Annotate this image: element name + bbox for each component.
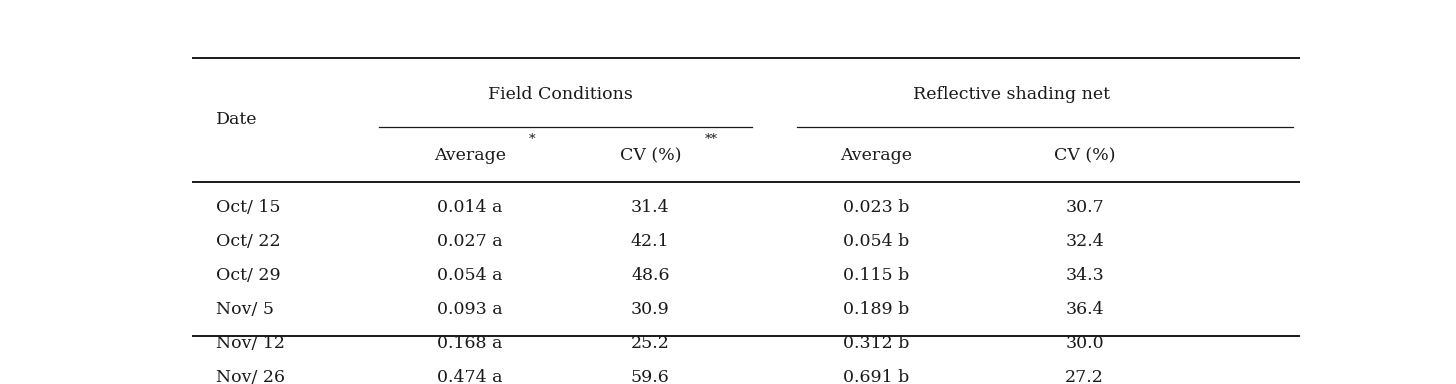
Text: Nov/ 26: Nov/ 26 <box>215 369 285 384</box>
Text: Oct/ 29: Oct/ 29 <box>215 267 281 284</box>
Text: 25.2: 25.2 <box>630 335 670 352</box>
Text: 0.691 b: 0.691 b <box>843 369 909 384</box>
Text: 27.2: 27.2 <box>1066 369 1104 384</box>
Text: 48.6: 48.6 <box>630 267 670 284</box>
Text: Date: Date <box>215 111 258 129</box>
Text: *: * <box>529 133 534 146</box>
Text: 0.054 a: 0.054 a <box>437 267 502 284</box>
Text: 30.9: 30.9 <box>630 301 670 318</box>
Text: 32.4: 32.4 <box>1066 233 1104 250</box>
Text: CV (%): CV (%) <box>1054 147 1115 164</box>
Text: 0.027 a: 0.027 a <box>437 233 502 250</box>
Text: 0.014 a: 0.014 a <box>437 199 502 216</box>
Text: 36.4: 36.4 <box>1066 301 1104 318</box>
Text: Field Conditions: Field Conditions <box>488 86 632 103</box>
Text: 31.4: 31.4 <box>630 199 670 216</box>
Text: Average: Average <box>840 147 911 164</box>
Text: 0.093 a: 0.093 a <box>437 301 502 318</box>
Text: Nov/ 5: Nov/ 5 <box>215 301 274 318</box>
Text: 0.312 b: 0.312 b <box>843 335 909 352</box>
Text: 34.3: 34.3 <box>1066 267 1104 284</box>
Text: 30.7: 30.7 <box>1066 199 1104 216</box>
Text: 59.6: 59.6 <box>630 369 670 384</box>
Text: CV (%): CV (%) <box>620 147 681 164</box>
Text: Oct/ 15: Oct/ 15 <box>215 199 281 216</box>
Text: 30.0: 30.0 <box>1066 335 1104 352</box>
Text: Reflective shading net: Reflective shading net <box>913 86 1109 103</box>
Text: 0.168 a: 0.168 a <box>437 335 502 352</box>
Text: 0.023 b: 0.023 b <box>843 199 909 216</box>
Text: **: ** <box>705 133 718 146</box>
Text: 0.189 b: 0.189 b <box>843 301 909 318</box>
Text: 0.474 a: 0.474 a <box>437 369 502 384</box>
Text: 0.115 b: 0.115 b <box>843 267 909 284</box>
Text: Oct/ 22: Oct/ 22 <box>215 233 281 250</box>
Text: Average: Average <box>434 147 505 164</box>
Text: 0.054 b: 0.054 b <box>843 233 909 250</box>
Text: 42.1: 42.1 <box>630 233 670 250</box>
Text: Nov/ 12: Nov/ 12 <box>215 335 285 352</box>
